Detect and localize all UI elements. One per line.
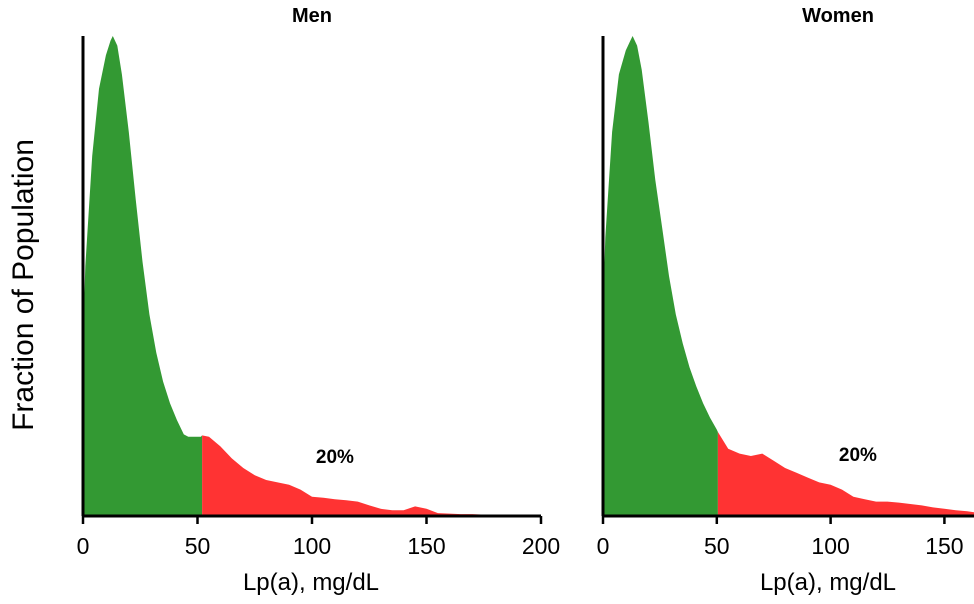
men-panel: Men 0 50 100 150 200 20% Lp(a), mg/dL — [77, 5, 561, 596]
women-area-below-threshold — [603, 36, 718, 516]
women-x-tick-label: 50 — [704, 533, 730, 559]
y-axis-label: Fraction of Population — [7, 139, 40, 431]
women-panel: Women 0 50 100 150 20% Lp(a), mg/dL — [597, 5, 974, 596]
men-x-tick-label: 150 — [407, 533, 445, 559]
men-x-tick-label: 100 — [293, 533, 331, 559]
men-x-tick-label: 0 — [77, 533, 90, 559]
women-x-axis-label: Lp(a), mg/dL — [760, 569, 896, 596]
men-area-above-threshold — [202, 435, 507, 516]
men-panel-title: Men — [292, 5, 332, 27]
men-area-below-threshold — [83, 36, 203, 516]
women-x-tick-label: 150 — [925, 533, 963, 559]
men-x-tick-label: 50 — [185, 533, 211, 559]
men-x-axis-label: Lp(a), mg/dL — [243, 569, 379, 596]
women-area-above-threshold — [717, 432, 974, 516]
men-x-tick-label: 200 — [522, 533, 560, 559]
men-x-ticks: 0 50 100 150 200 — [77, 516, 560, 559]
women-panel-title: Women — [802, 5, 874, 27]
women-x-tick-label: 100 — [811, 533, 849, 559]
women-percent-annotation: 20% — [839, 445, 877, 466]
women-x-ticks: 0 50 100 150 — [597, 516, 964, 559]
women-x-tick-label: 0 — [597, 533, 610, 559]
men-percent-annotation: 20% — [316, 447, 354, 468]
